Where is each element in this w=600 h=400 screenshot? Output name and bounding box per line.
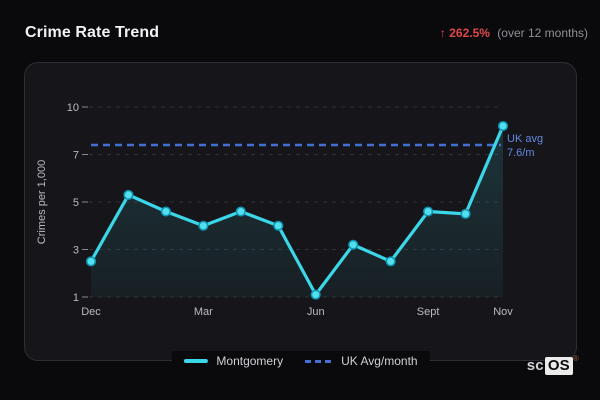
uk-avg-annotation-line2: 7.6/m [507, 147, 535, 159]
trend-period: (over 12 months) [497, 26, 588, 40]
svg-text:7: 7 [73, 150, 79, 162]
chart-legend: Montgomery UK Avg/month [171, 351, 430, 371]
legend-label-montgomery: Montgomery [216, 354, 284, 368]
uk-avg-annotation: UK avg 7.6/m [507, 132, 543, 160]
registered-trademark-icon: ® [572, 354, 579, 363]
page-title: Crime Rate Trend [25, 24, 160, 41]
svg-text:5: 5 [73, 197, 79, 209]
svg-text:3: 3 [73, 245, 79, 257]
crime-trend-chart: 1 3 5 7 10 Dec Mar Jun Sept Nov [67, 102, 514, 318]
y-axis-title: Crimes per 1,000 [36, 159, 48, 245]
svg-text:Dec: Dec [81, 306, 101, 318]
svg-text:10: 10 [67, 102, 79, 114]
scos-logo: sc OS ® [526, 354, 579, 375]
logo-os-badge: OS [544, 357, 573, 375]
trend-change-percent: ↑ 262.5% [439, 26, 490, 40]
trend-stat: ↑ 262.5% (over 12 months) [440, 26, 588, 40]
svg-text:Mar: Mar [194, 306, 213, 318]
header: Crime Rate Trend ↑ 262.5% (over 12 month… [0, 24, 600, 42]
chart-card: 1 3 5 7 10 Dec Mar Jun Sept Nov Crimes per 1,000 … [24, 62, 577, 371]
logo-prefix: sc [526, 357, 544, 374]
legend-item-uk-avg[interactable]: UK Avg/month [305, 354, 418, 368]
svg-text:1: 1 [73, 292, 79, 304]
uk-avg-annotation-line1: UK avg [507, 133, 544, 145]
legend-label-uk-avg: UK Avg/month [341, 354, 418, 368]
svg-text:Nov: Nov [493, 306, 513, 318]
uk-avg-dash-swatch [305, 359, 333, 363]
svg-text:Sept: Sept [417, 306, 440, 318]
svg-text:Jun: Jun [307, 306, 325, 318]
legend-item-montgomery[interactable]: Montgomery [183, 354, 283, 368]
montgomery-line-swatch [183, 359, 208, 363]
